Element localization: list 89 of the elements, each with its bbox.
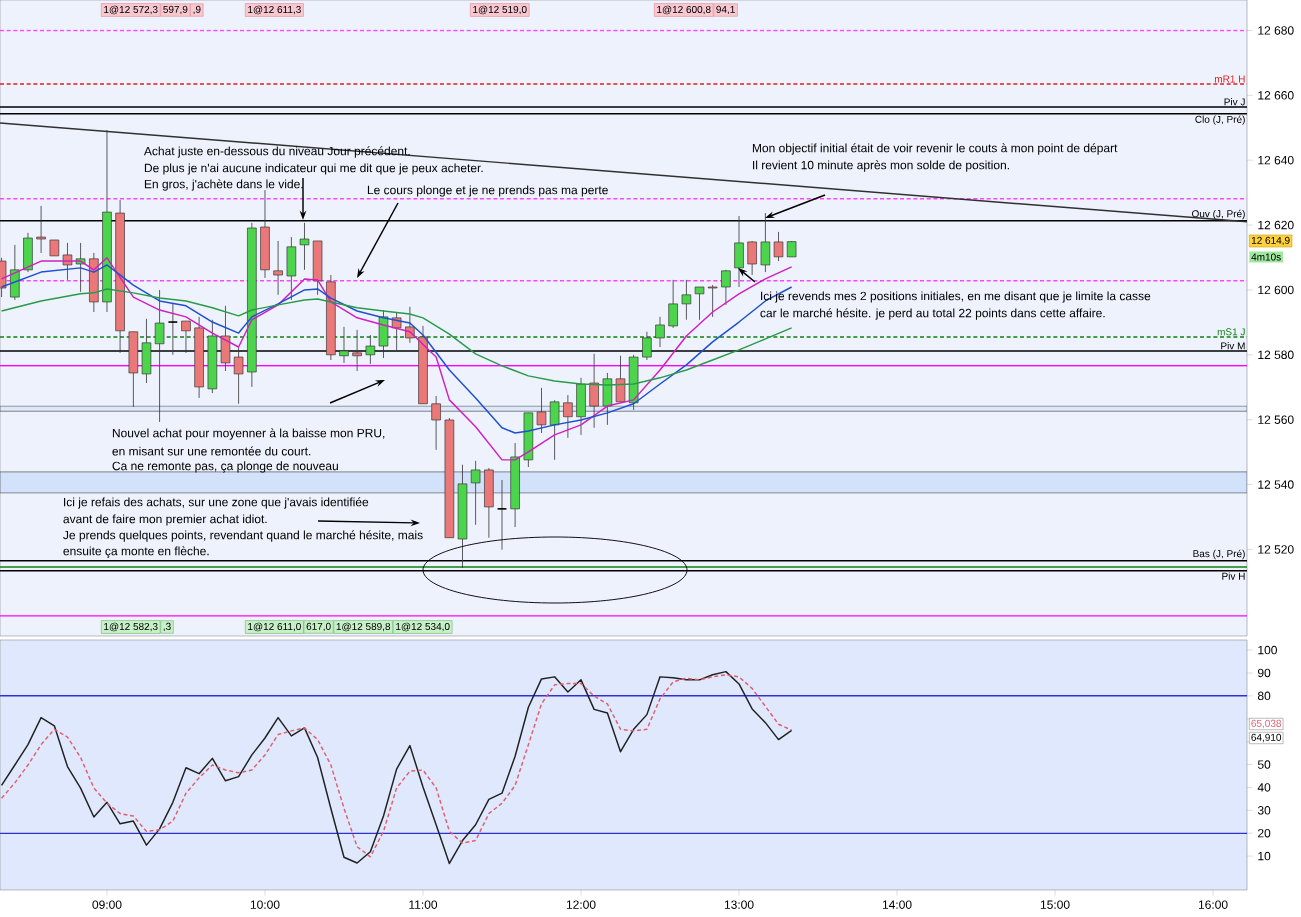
ref-line-label: Piv J — [1224, 98, 1245, 106]
candlestick — [431, 395, 441, 451]
ref-line-label: Piv H — [1222, 572, 1245, 580]
candlestick — [365, 334, 376, 365]
annotation: 1@12 589,8 — [336, 622, 391, 632]
annotation: Ici je revends mes 2 positions initiales, en me disant que je limite la casse — [761, 291, 1151, 303]
annotation: car le marché hésite. je perd au total 22 points dans cette affaire. — [760, 308, 1105, 320]
y-tick-label: 40 — [1257, 783, 1271, 792]
candlestick — [470, 460, 481, 526]
ref-line-label: Clo (J, Pré) — [1195, 115, 1245, 125]
annotation: 1@12 611,0 — [248, 622, 301, 632]
candlestick — [352, 329, 362, 372]
candlestick — [694, 286, 705, 321]
y-tick-label: 10 — [1258, 851, 1271, 861]
x-tick-label: 12:00 — [566, 900, 596, 909]
candlestick — [549, 399, 560, 461]
y-tick-label: 12 520 — [1258, 545, 1294, 554]
y-tick-label: 12 660 — [1258, 91, 1294, 100]
annotation: 1@12 534,0 — [396, 622, 450, 632]
x-tick-label: 13:00 — [724, 900, 754, 909]
candlestick — [707, 284, 718, 318]
y-tick-label: 12 620 — [1258, 220, 1294, 230]
x-tick-label: 15:00 — [1040, 900, 1070, 909]
annotation: 597,9 — [163, 5, 188, 15]
x-tick-label: 11:00 — [409, 900, 438, 909]
y-tick-label: 90 — [1257, 668, 1271, 678]
candlestick — [655, 316, 665, 348]
text: 12 614,9 — [1251, 236, 1290, 246]
annotation: 1@12 600,8 — [657, 5, 711, 15]
y-tick-label: 12 640 — [1258, 155, 1294, 165]
x-tick-label: 10:00 — [250, 900, 280, 909]
y-tick-label: 50 — [1257, 760, 1271, 769]
candlestick — [721, 269, 731, 306]
candlestick — [339, 326, 349, 364]
candlestick — [181, 320, 191, 354]
candlestick — [642, 331, 652, 361]
annotation: ensuite ça monte en flèche. — [63, 546, 209, 558]
candlestick — [747, 240, 757, 276]
y-tick-label: 12 600 — [1258, 285, 1294, 295]
annotation: 1@12 611,3 — [248, 5, 301, 15]
candlestick — [668, 279, 678, 329]
annotation: Je prends quelques points, revendant quand le marché hésite, mais — [63, 530, 423, 542]
candlestick — [615, 355, 626, 403]
y-tick-label: 12 560 — [1258, 415, 1294, 424]
annotation: 1@12 519,0 — [473, 5, 527, 15]
x-tick-label: 14:00 — [882, 900, 912, 909]
ref-line-label: Ouv (J, Pré) — [1192, 209, 1245, 220]
x-tick-label: 09:00 — [92, 900, 122, 909]
text: 4m10s — [1251, 253, 1281, 261]
annotation: Nouvel achat pour moyenner à la baisse mon PRU, — [112, 428, 385, 440]
candlestick — [773, 231, 784, 262]
annotation: 1@12 572,3 — [104, 5, 158, 15]
candlestick — [299, 222, 310, 271]
annotation: 1@12 582,3 — [104, 622, 158, 632]
y-tick-label: 20 — [1258, 828, 1271, 838]
y-tick-label: 80 — [1257, 691, 1271, 701]
candlestick — [154, 289, 165, 423]
candlestick — [681, 279, 692, 321]
text: 64,910 — [1251, 733, 1282, 743]
candlestick — [563, 394, 573, 439]
candlestick — [589, 353, 599, 429]
annotation: Ici je refais des achats, sur une zone que j'avais identifiée — [64, 497, 369, 509]
annotation: Il revient 10 minute après mon solde de position. — [753, 160, 1009, 172]
annotation: 617,0 — [306, 622, 331, 632]
candlestick — [536, 387, 547, 434]
annotation: Mon objectif initial était de voir revenir le couts à mon point de départ — [752, 143, 1118, 155]
ref-line-label: Bas (J, Pré) — [1193, 549, 1245, 560]
annotation: De plus je n'ai aucune indicateur qui me dit que je peux acheter. — [144, 163, 483, 175]
y-tick-label: 12 680 — [1258, 26, 1294, 35]
annotation: ,3 — [163, 622, 171, 632]
annotation: 94,1 — [716, 5, 735, 15]
candlestick — [760, 212, 771, 273]
candlestick — [233, 346, 244, 405]
ref-line-label: mR1 H — [1214, 75, 1245, 83]
ref-line-label: Piv M — [1221, 342, 1245, 350]
ref-line-label: mS1 J — [1217, 328, 1245, 336]
y-tick-label: 100 — [1258, 645, 1277, 655]
y-tick-label: 12 540 — [1258, 480, 1294, 489]
x-tick-label: 16:00 — [1198, 900, 1228, 909]
annotation: avant de faire mon premier achat idiot. — [63, 514, 267, 526]
annotation: Le cours plonge et je ne prends pas ma perte — [367, 185, 608, 197]
annotation: en misant sur une remontée du court. — [112, 446, 311, 456]
y-tick-label: 30 — [1257, 806, 1271, 815]
text: 65,038 — [1251, 719, 1282, 729]
candlestick — [36, 205, 46, 254]
annotation: Ca ne remonte pas, ça plonge de nouveau — [112, 461, 338, 473]
y-tick-label: 12 580 — [1258, 350, 1294, 360]
candlestick — [273, 240, 283, 296]
annotation: ,9 — [193, 5, 201, 15]
